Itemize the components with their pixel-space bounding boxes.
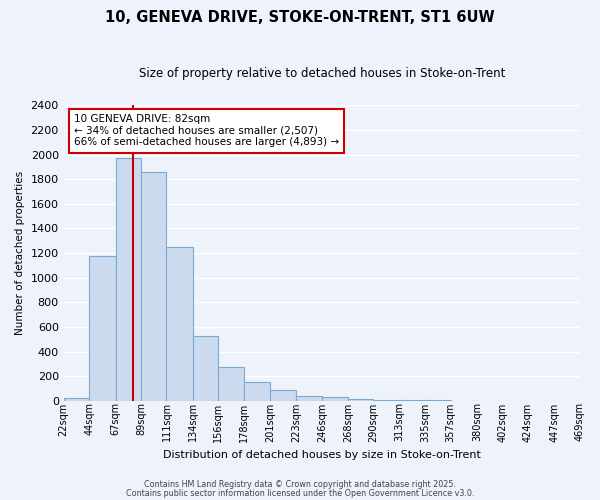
Bar xyxy=(322,396,348,401)
Bar xyxy=(218,367,244,401)
Bar xyxy=(116,158,141,401)
Bar xyxy=(64,398,89,401)
Text: Contains HM Land Registry data © Crown copyright and database right 2025.: Contains HM Land Registry data © Crown c… xyxy=(144,480,456,489)
Text: Contains public sector information licensed under the Open Government Licence v3: Contains public sector information licen… xyxy=(126,488,474,498)
Bar xyxy=(400,400,425,401)
X-axis label: Distribution of detached houses by size in Stoke-on-Trent: Distribution of detached houses by size … xyxy=(163,450,481,460)
Bar xyxy=(425,400,451,401)
Bar xyxy=(166,247,193,401)
Bar xyxy=(244,382,271,401)
Bar xyxy=(296,396,322,401)
Bar xyxy=(373,400,400,401)
Bar xyxy=(89,256,116,401)
Bar xyxy=(141,172,166,401)
Title: Size of property relative to detached houses in Stoke-on-Trent: Size of property relative to detached ho… xyxy=(139,68,505,80)
Bar xyxy=(193,336,218,401)
Bar xyxy=(271,390,296,401)
Text: 10 GENEVA DRIVE: 82sqm
← 34% of detached houses are smaller (2,507)
66% of semi-: 10 GENEVA DRIVE: 82sqm ← 34% of detached… xyxy=(74,114,339,148)
Text: 10, GENEVA DRIVE, STOKE-ON-TRENT, ST1 6UW: 10, GENEVA DRIVE, STOKE-ON-TRENT, ST1 6U… xyxy=(105,10,495,25)
Bar xyxy=(348,399,373,401)
Y-axis label: Number of detached properties: Number of detached properties xyxy=(15,171,25,335)
